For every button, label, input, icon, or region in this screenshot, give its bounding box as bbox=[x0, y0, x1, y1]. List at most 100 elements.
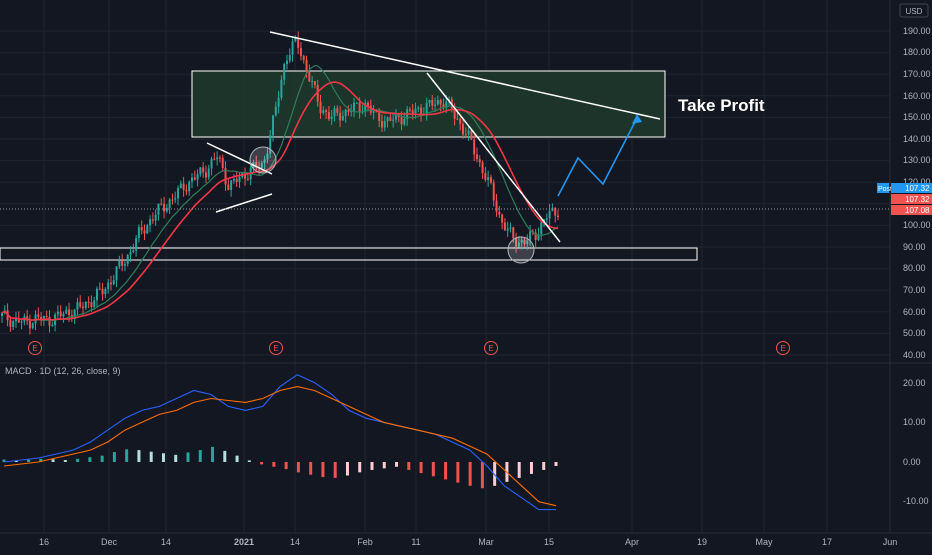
price-axis[interactable]: 190.00 180.00 170.00 160.00 150.00 140.0… bbox=[903, 26, 931, 360]
price-tick: 150.00 bbox=[903, 112, 931, 122]
candle-body bbox=[126, 255, 129, 265]
candle-body bbox=[305, 59, 308, 72]
candle-body bbox=[506, 228, 509, 231]
candle-body bbox=[280, 79, 283, 98]
histogram-bar bbox=[517, 462, 521, 478]
time-tick: Apr bbox=[625, 537, 639, 547]
candle-body bbox=[436, 100, 439, 105]
candle-body bbox=[439, 100, 442, 105]
breakout-circle[interactable] bbox=[249, 146, 277, 174]
candle-body bbox=[160, 203, 163, 205]
histogram-bar bbox=[161, 453, 165, 462]
price-tick: 80.00 bbox=[903, 263, 926, 273]
candle-body bbox=[294, 38, 297, 42]
candle-body bbox=[76, 302, 79, 310]
candle-body bbox=[204, 172, 207, 178]
candle-body bbox=[272, 115, 275, 136]
svg-text:E: E bbox=[273, 344, 278, 353]
flag-upper-line[interactable] bbox=[206, 142, 273, 175]
candle-body bbox=[121, 260, 124, 266]
candle-body bbox=[442, 104, 445, 108]
candle-body bbox=[246, 178, 249, 180]
candle-body bbox=[79, 302, 82, 307]
projection-path[interactable] bbox=[557, 117, 638, 197]
candle-body bbox=[51, 325, 54, 327]
candle-body bbox=[82, 306, 85, 309]
histogram-bar bbox=[333, 462, 337, 478]
candle-body bbox=[177, 188, 180, 199]
signal-line bbox=[3, 386, 557, 507]
candle-body bbox=[383, 121, 386, 128]
support-zone-box[interactable] bbox=[0, 247, 698, 261]
candle-body bbox=[199, 167, 202, 175]
time-tick: 14 bbox=[161, 537, 171, 547]
svg-text:107.08: 107.08 bbox=[905, 206, 930, 215]
candle-body bbox=[129, 252, 132, 256]
candle-body bbox=[492, 182, 495, 201]
candle-body bbox=[40, 316, 43, 321]
candle-body bbox=[386, 117, 389, 122]
svg-text:USD: USD bbox=[906, 7, 923, 16]
moving-averages bbox=[1, 65, 559, 322]
candle-body bbox=[498, 211, 501, 215]
candle-body bbox=[65, 309, 68, 314]
histogram-bar bbox=[186, 452, 190, 462]
candle-body bbox=[174, 198, 177, 200]
candle-body bbox=[221, 158, 224, 168]
price-tick: 100.00 bbox=[903, 220, 931, 230]
candle-body bbox=[484, 173, 487, 180]
time-axis[interactable]: 16 Dec 14 2021 14 Feb 11 Mar 15 Apr 19 M… bbox=[39, 537, 897, 547]
svg-text:107.32: 107.32 bbox=[905, 195, 930, 204]
macd-title: MACD · 1D (12, 26, close, 9) bbox=[5, 366, 121, 376]
histogram-bar bbox=[125, 449, 129, 462]
svg-text:Post: Post bbox=[878, 186, 892, 193]
candle-body bbox=[392, 119, 395, 121]
histogram-bar bbox=[284, 462, 288, 470]
supply-zone-box[interactable] bbox=[191, 70, 666, 138]
candle-body bbox=[367, 102, 370, 106]
candle-body bbox=[283, 63, 286, 80]
event-marker[interactable]: E bbox=[269, 341, 283, 355]
candle-body bbox=[313, 81, 316, 86]
candle-body bbox=[378, 111, 381, 122]
candle-body bbox=[515, 238, 518, 247]
histogram-bar bbox=[431, 462, 435, 477]
candle-body bbox=[210, 158, 213, 169]
candle-body bbox=[322, 110, 325, 113]
candle-body bbox=[481, 162, 484, 174]
descending-resistance-line[interactable] bbox=[269, 31, 661, 120]
candle-body bbox=[12, 321, 15, 327]
currency-button[interactable]: USD bbox=[899, 3, 929, 18]
event-marker[interactable]: E bbox=[484, 341, 498, 355]
histogram-bar bbox=[63, 460, 67, 462]
candle-body bbox=[9, 320, 12, 327]
breakdown-trendline[interactable] bbox=[426, 72, 561, 243]
macd-axis[interactable]: 20.00 10.00 0.00 -10.00 bbox=[903, 378, 929, 506]
candle-body bbox=[118, 260, 121, 267]
grid bbox=[0, 0, 890, 533]
candle-body bbox=[196, 174, 199, 180]
event-marker[interactable]: E bbox=[776, 341, 790, 355]
candle-body bbox=[414, 108, 417, 114]
bottom-circle[interactable] bbox=[507, 236, 535, 264]
histogram-bar bbox=[137, 450, 141, 462]
candle-body bbox=[48, 317, 51, 326]
candle-body bbox=[171, 199, 174, 201]
candle-body bbox=[28, 320, 31, 329]
candle-body bbox=[517, 242, 520, 247]
candle-body bbox=[87, 301, 90, 303]
candle-body bbox=[90, 302, 93, 307]
candle-body bbox=[297, 38, 300, 48]
event-marker[interactable]: E bbox=[28, 341, 42, 355]
candle-body bbox=[347, 109, 350, 112]
histogram-bar bbox=[542, 462, 546, 470]
histogram-bar bbox=[321, 462, 325, 478]
candle-body bbox=[149, 219, 152, 226]
time-tick: May bbox=[755, 537, 773, 547]
price-tick: 70.00 bbox=[903, 285, 926, 295]
candle-body bbox=[364, 102, 367, 112]
candle-body bbox=[445, 101, 448, 108]
candle-body bbox=[115, 266, 118, 281]
histogram-bar bbox=[223, 450, 227, 462]
